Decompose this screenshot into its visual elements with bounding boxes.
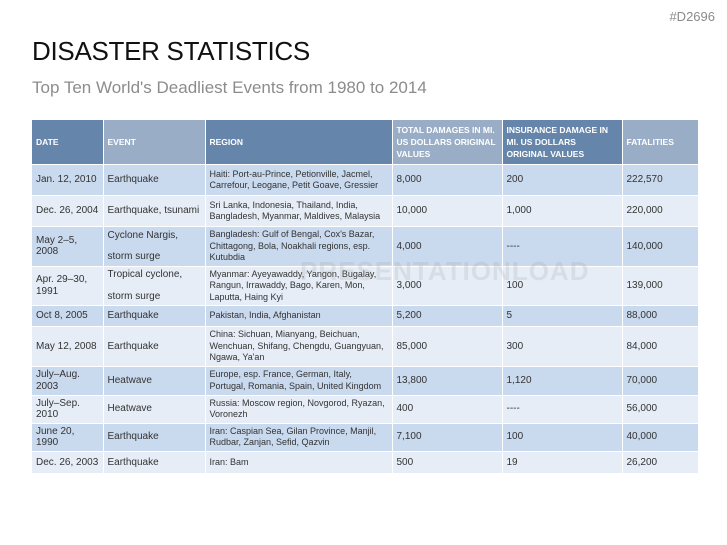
cell-date: Apr. 29–30, 1991 xyxy=(32,265,104,306)
cell-event: Earthquake xyxy=(103,305,206,327)
cell-date: Dec. 26, 2003 xyxy=(32,450,104,473)
cell-fatalities: 40,000 xyxy=(622,422,699,451)
cell-total-damages: 4,000 xyxy=(392,226,503,266)
cell-event: Cyclone Nargis, storm surge xyxy=(103,226,206,266)
cell-region: Bangladesh: Gulf of Bengal, Cox's Bazar,… xyxy=(205,226,393,266)
cell-event: Earthquake xyxy=(103,450,206,473)
table-row: Jan. 12, 2010 Earthquake Haiti: Port-au-Pr… xyxy=(32,164,699,196)
cell-date: Dec. 26, 2004 xyxy=(32,195,104,227)
disaster-table: Date Event Region Total damages in mi. U… xyxy=(32,120,699,473)
cell-region: Pakistan, India, Afghanistan xyxy=(205,305,393,327)
cell-region: Iran: Bam xyxy=(205,450,393,473)
cell-event: Earthquake xyxy=(103,422,206,451)
cell-fatalities: 220,000 xyxy=(622,195,699,227)
header-total-damages: Total damages in mi. US dollars original… xyxy=(392,120,503,165)
cell-total-damages: 10,000 xyxy=(392,195,503,227)
cell-date: May 2–5, 2008 xyxy=(32,226,104,266)
header-date: Date xyxy=(32,120,104,165)
header-insurance-damage: Insurance damage in mi. US dollars origi… xyxy=(502,120,623,165)
cell-region: Europe, esp. France, German, Italy, Port… xyxy=(205,365,393,395)
table-row: Apr. 29–30, 1991 Tropical cyclone, storm s… xyxy=(32,265,699,306)
cell-insurance-damage: 100 xyxy=(502,422,623,451)
cell-insurance-damage: 100 xyxy=(502,265,623,306)
table-row: Dec. 26, 2003 Earthquake Iran: Bam 500 19 26,… xyxy=(32,450,699,473)
cell-insurance-damage: 19 xyxy=(502,450,623,473)
cell-event: Earthquake xyxy=(103,326,206,366)
cell-total-damages: 8,000 xyxy=(392,164,503,196)
cell-fatalities: 88,000 xyxy=(622,305,699,327)
cell-date: June 20, 1990 xyxy=(32,422,104,451)
table-row: June 20, 1990 Earthquake Iran: Caspian Sea… xyxy=(32,422,699,451)
cell-date: July–Aug. 2003 xyxy=(32,365,104,395)
cell-region: China: Sichuan, Mianyang, Beichuan, Wenc… xyxy=(205,326,393,366)
cell-date: July–Sep. 2010 xyxy=(32,394,104,423)
event-line: storm surge xyxy=(107,251,161,263)
table-row: Oct 8, 2005 Earthquake Pakistan, India, Af… xyxy=(32,305,699,327)
header-region: Region xyxy=(205,120,393,165)
cell-insurance-damage: 1,000 xyxy=(502,195,623,227)
event-line: Tropical cyclone, xyxy=(107,269,183,281)
cell-region: Myanmar: Ayeyawaddy, Yangon, Bugalay, Ra… xyxy=(205,265,393,306)
cell-insurance-damage: 5 xyxy=(502,305,623,327)
cell-event: Heatwave xyxy=(103,365,206,395)
cell-region: Iran: Caspian Sea, Gilan Province, Manji… xyxy=(205,422,393,451)
cell-fatalities: 84,000 xyxy=(622,326,699,366)
header-fatalities: Fatalities xyxy=(622,120,699,165)
cell-date: Jan. 12, 2010 xyxy=(32,164,104,196)
cell-insurance-damage: 1,120 xyxy=(502,365,623,395)
slide-code: #D2696 xyxy=(669,9,715,24)
cell-fatalities: 70,000 xyxy=(622,365,699,395)
table-header-row: Date Event Region Total damages in mi. U… xyxy=(32,120,699,165)
cell-event: Tropical cyclone, storm surge xyxy=(103,265,206,306)
cell-insurance-damage: 200 xyxy=(502,164,623,196)
cell-region: Russia: Moscow region, Novgorod, Ryazan,… xyxy=(205,394,393,423)
cell-fatalities: 26,200 xyxy=(622,450,699,473)
cell-total-damages: 3,000 xyxy=(392,265,503,306)
cell-insurance-damage: ---- xyxy=(502,394,623,423)
cell-fatalities: 56,000 xyxy=(622,394,699,423)
table-row: Dec. 26, 2004 Earthquake, tsunami Sri Lank… xyxy=(32,195,699,227)
table-row: May 12, 2008 Earthquake China: Sichuan, Mi… xyxy=(32,326,699,366)
cell-fatalities: 140,000 xyxy=(622,226,699,266)
cell-region: Sri Lanka, Indonesia, Thailand, India, B… xyxy=(205,195,393,227)
cell-total-damages: 85,000 xyxy=(392,326,503,366)
event-line: storm surge xyxy=(107,290,161,302)
cell-total-damages: 500 xyxy=(392,450,503,473)
cell-event: Earthquake xyxy=(103,164,206,196)
table-row: July–Sep. 2010 Heatwave Russia: Moscow reg… xyxy=(32,394,699,423)
table-row: May 2–5, 2008 Cyclone Nargis, storm surge B… xyxy=(32,226,699,266)
table-row: July–Aug. 2003 Heatwave Europe, esp. Franc… xyxy=(32,365,699,395)
cell-fatalities: 139,000 xyxy=(622,265,699,306)
cell-date: May 12, 2008 xyxy=(32,326,104,366)
cell-region: Haiti: Port-au-Prince, Petionville, Jacm… xyxy=(205,164,393,196)
cell-event: Earthquake, tsunami xyxy=(103,195,206,227)
cell-total-damages: 13,800 xyxy=(392,365,503,395)
event-line: Cyclone Nargis, xyxy=(107,229,179,241)
cell-insurance-damage: ---- xyxy=(502,226,623,266)
cell-total-damages: 400 xyxy=(392,394,503,423)
cell-date: Oct 8, 2005 xyxy=(32,305,104,327)
cell-total-damages: 5,200 xyxy=(392,305,503,327)
cell-total-damages: 7,100 xyxy=(392,422,503,451)
cell-fatalities: 222,570 xyxy=(622,164,699,196)
cell-event: Heatwave xyxy=(103,394,206,423)
page-subtitle: Top Ten World's Deadliest Events from 19… xyxy=(32,78,427,97)
header-event: Event xyxy=(103,120,206,165)
cell-insurance-damage: 300 xyxy=(502,326,623,366)
page-title: DISASTER STATISTICS xyxy=(32,36,310,66)
